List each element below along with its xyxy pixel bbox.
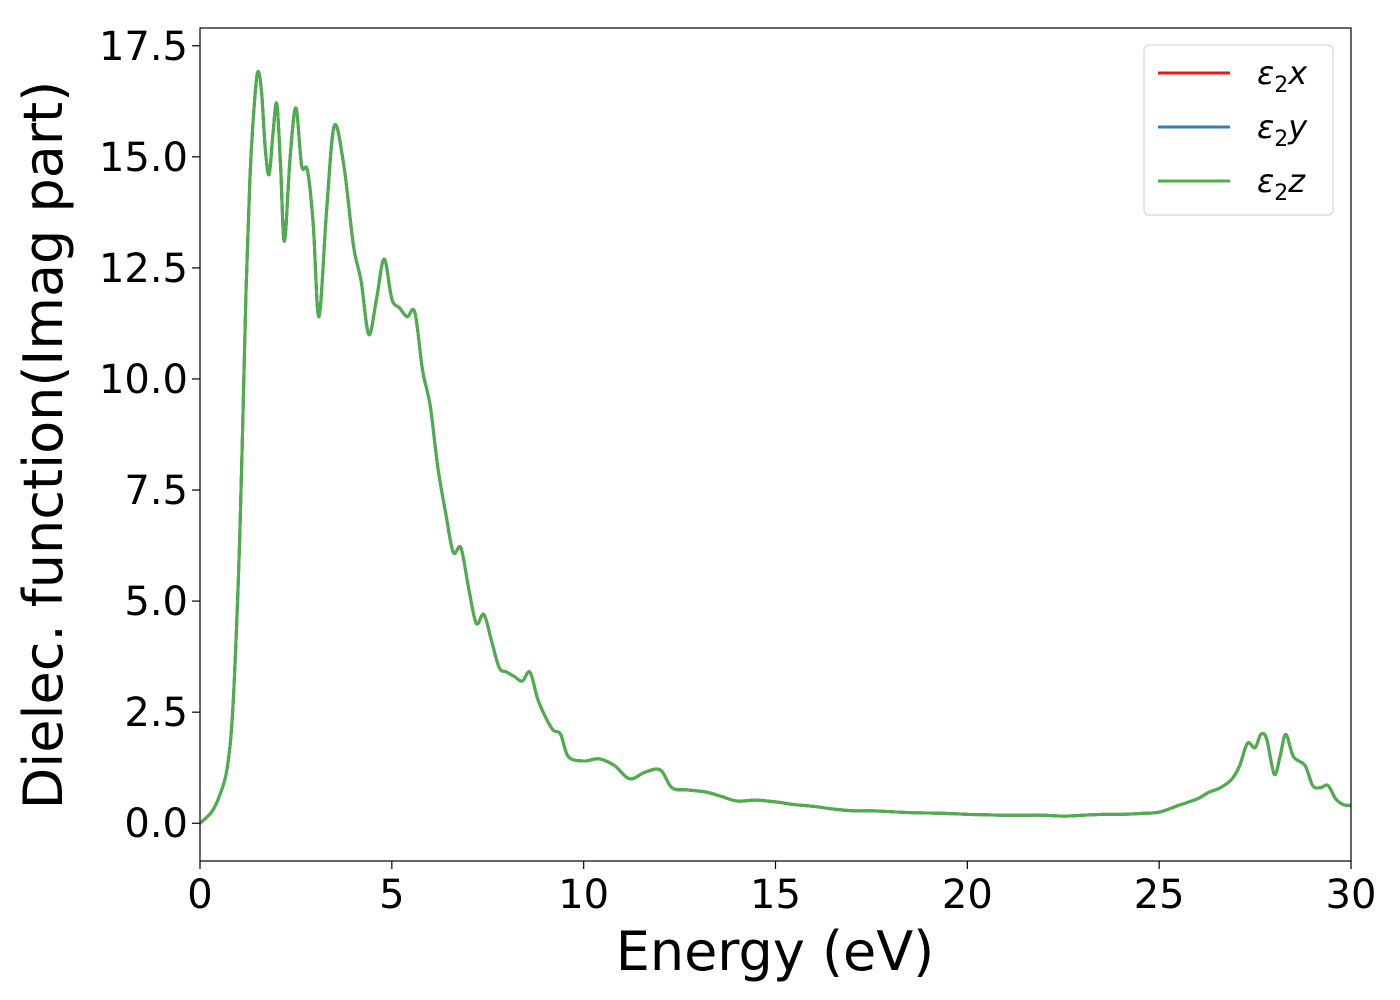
legend-entries: ε2x ε2y ε2z [1158,54,1308,206]
x-tick-label: 10 [558,872,609,918]
y-tick-label: 15.0 [99,135,188,181]
legend-box [1143,44,1334,216]
x-tick-label: 20 [942,872,993,918]
legend: ε2x ε2y ε2z [1143,44,1334,216]
x-tick-label: 25 [1134,872,1185,918]
x-tick-label: 30 [1326,872,1377,918]
x-tick-label: 5 [379,872,404,918]
y-tick-label: 0.0 [124,801,188,847]
y-tick-label: 17.5 [99,24,188,70]
plot-lines [200,70,1351,825]
series-line-z [200,70,1351,825]
y-axis-title: Dielec. function(Imag part) [12,81,75,810]
legend-label-x: ε2x [1257,54,1308,98]
y-tick-label: 10.0 [99,357,188,403]
x-tick-label: 15 [750,872,801,918]
y-tick-label: 5.0 [124,579,188,625]
y-tick-label: 12.5 [99,246,188,292]
x-tick-label: 0 [187,872,212,918]
legend-label-y: ε2y [1257,108,1308,152]
legend-label-z: ε2z [1257,162,1306,206]
y-axis-ticks: 0.0 2.5 5.0 7.5 10.0 12.5 15.0 17.5 [99,24,200,847]
y-tick-label: 2.5 [124,690,188,736]
y-tick-label: 7.5 [124,468,188,514]
x-axis-ticks: 0 5 10 15 20 25 30 [187,861,1376,918]
x-axis-title: Energy (eV) [616,920,935,983]
